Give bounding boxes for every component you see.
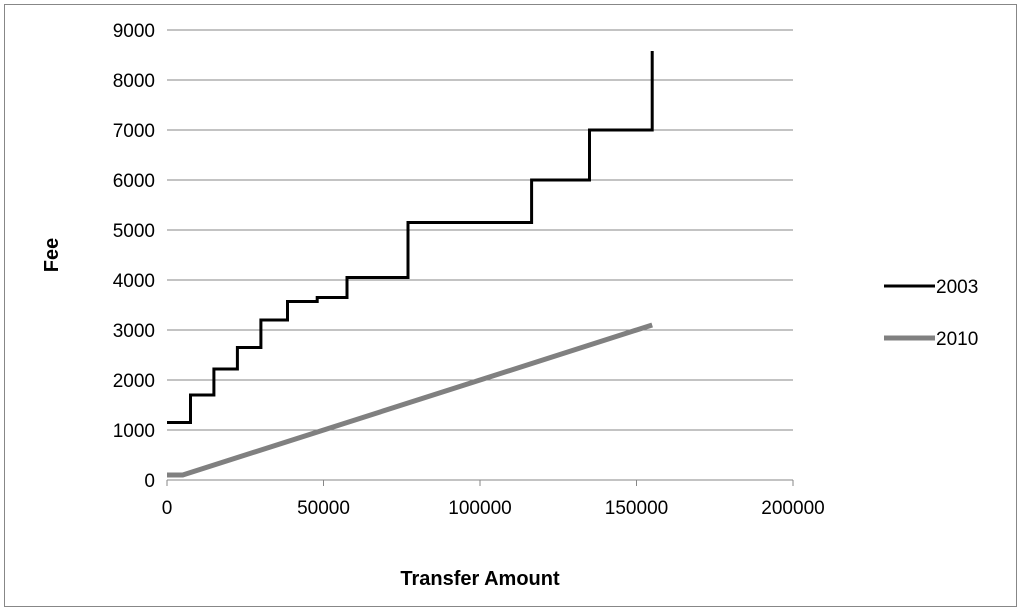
chart-frame <box>4 4 1017 607</box>
x-tick-label-50000: 50000 <box>297 498 350 519</box>
y-tick-label-6000: 6000 <box>113 171 155 192</box>
legend-label-2003: 2003 <box>936 277 978 298</box>
x-tick-label-100000: 100000 <box>448 498 511 519</box>
y-tick-label-8000: 8000 <box>113 71 155 92</box>
y-tick-label-4000: 4000 <box>113 271 155 292</box>
x-tick-label-150000: 150000 <box>605 498 668 519</box>
gridlines <box>167 29 793 431</box>
y-axis-ticks: 0 1000 2000 3000 4000 5000 6000 7000 8000 9000 <box>113 21 155 492</box>
y-tick-label-1000: 1000 <box>113 421 155 442</box>
y-tick-label-3000: 3000 <box>113 321 155 342</box>
y-tick-label-2000: 2000 <box>113 371 155 392</box>
series-lines <box>167 51 654 478</box>
y-axis-title: Fee <box>41 238 63 272</box>
series-line-2003 <box>167 51 654 424</box>
y-tick-label-7000: 7000 <box>113 121 155 142</box>
x-axis-ticks: 0 50000 100000 150000 200000 <box>162 480 825 519</box>
legend: 2003 2010 <box>884 277 978 350</box>
y-tick-label-0: 0 <box>144 471 155 492</box>
x-tick-label-200000: 200000 <box>761 498 824 519</box>
y-tick-label-5000: 5000 <box>113 221 155 242</box>
x-axis-title: Transfer Amount <box>400 568 560 590</box>
y-tick-label-9000: 9000 <box>113 21 155 42</box>
series-line-2010 <box>167 322 653 478</box>
legend-label-2010: 2010 <box>936 329 978 350</box>
x-tick-label-0: 0 <box>162 498 173 519</box>
